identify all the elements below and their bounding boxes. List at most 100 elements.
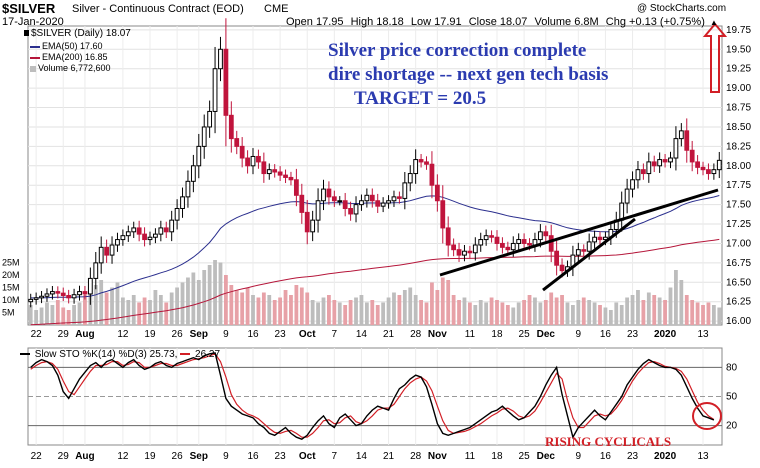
candle-body xyxy=(630,179,635,190)
candle-body xyxy=(261,161,267,175)
candle-body xyxy=(212,68,218,112)
candle-body xyxy=(293,179,299,196)
date-tick-label: 14 xyxy=(356,451,368,462)
date-tick-label: Dec xyxy=(537,329,556,340)
volume-bar xyxy=(462,297,467,325)
volume-bar xyxy=(668,287,673,325)
candle-body xyxy=(299,194,305,213)
candle-body xyxy=(87,277,93,295)
candle-body xyxy=(60,292,66,296)
volume-tick-label: 15M xyxy=(2,283,20,293)
volume-bar xyxy=(446,280,451,325)
volume-bar xyxy=(142,297,147,325)
candle-body xyxy=(472,244,478,254)
candle-body xyxy=(33,297,39,300)
volume-bar xyxy=(332,300,337,325)
volume-bar xyxy=(99,280,104,325)
date-tick-label: Nov xyxy=(428,329,447,340)
candle-body xyxy=(304,211,310,233)
date-tick-label: 13 xyxy=(697,329,709,340)
volume-bar xyxy=(603,307,608,325)
candle-body xyxy=(662,159,668,163)
volume-bar xyxy=(305,292,310,325)
candle-body xyxy=(50,291,55,295)
legend-ema200-swatch xyxy=(30,56,40,59)
indicator-label: Slow STO %K(14) %D(3) xyxy=(34,349,147,360)
candle-body xyxy=(131,227,137,233)
candle-body xyxy=(44,293,50,297)
volume-bar xyxy=(321,297,326,325)
volume-bar xyxy=(533,297,537,325)
candle-body xyxy=(180,196,185,210)
volume-bar xyxy=(180,282,185,325)
date-tick-label: 25 xyxy=(519,329,531,340)
volume-bar xyxy=(191,272,196,325)
candle-body xyxy=(315,200,321,221)
volume-bar xyxy=(72,305,76,325)
date-tick-label: 26 xyxy=(172,451,184,462)
date-tick-label: 18 xyxy=(491,451,503,462)
volume-bar xyxy=(576,300,581,325)
date-tick-label: 9 xyxy=(576,329,582,340)
volume-bar xyxy=(110,287,114,325)
close-value: 18.07 xyxy=(499,16,528,28)
candle-body xyxy=(321,188,326,202)
candle-body xyxy=(445,227,451,246)
candle-body xyxy=(310,219,316,233)
sto-tick-label: 20 xyxy=(726,421,738,432)
candle-body xyxy=(678,130,684,140)
date-tick-label: 2020 xyxy=(654,329,677,340)
date-tick-label: 19 xyxy=(144,329,156,340)
volume-bar xyxy=(505,305,510,325)
price-tick-label: 16.00 xyxy=(726,316,751,327)
volume-tick-label: 20M xyxy=(2,270,20,280)
candle-body xyxy=(543,231,549,237)
volume-bar xyxy=(224,275,228,325)
date-tick-label: 29 xyxy=(58,451,70,462)
candle-body xyxy=(77,291,82,296)
volume-bar xyxy=(527,295,532,325)
date-tick-label: Nov xyxy=(428,451,447,462)
date-tick-label: 11 xyxy=(465,329,476,340)
candle-body xyxy=(169,219,175,233)
date-tick-label: 18 xyxy=(491,329,503,340)
volume-bar xyxy=(299,287,304,325)
volume-bar xyxy=(543,300,548,325)
price-tick-label: 18.00 xyxy=(726,161,751,172)
candle-body xyxy=(668,157,673,163)
candle-body xyxy=(218,48,223,70)
volume-bar xyxy=(435,290,440,325)
high-value: 18.18 xyxy=(376,16,404,28)
volume-bar xyxy=(419,300,423,325)
date-tick-label: Dec xyxy=(537,451,556,462)
date-tick-label: 13 xyxy=(697,451,709,462)
candle-body xyxy=(700,166,706,171)
volume-bar xyxy=(652,295,657,325)
date-tick-label: 21 xyxy=(383,329,395,340)
candle-body xyxy=(418,159,424,163)
candle-body xyxy=(434,184,440,202)
candle-body xyxy=(28,298,34,303)
candle-body xyxy=(651,161,657,167)
volume-bar xyxy=(451,295,456,325)
candle-body xyxy=(575,249,581,256)
candle-body xyxy=(207,110,213,128)
price-tick-label: 18.25 xyxy=(726,141,751,152)
volume-bar xyxy=(549,292,554,325)
volume-bar xyxy=(538,302,543,325)
candle-body xyxy=(646,161,652,175)
trendline-rising xyxy=(542,217,636,292)
price-tick-label: 17.50 xyxy=(726,200,751,211)
candle-body xyxy=(364,194,370,202)
candle-body xyxy=(407,173,413,184)
candle-body xyxy=(413,159,419,175)
legend-ema200-label: EMA(200) 16.85 xyxy=(42,52,108,62)
volume-bar xyxy=(364,302,369,325)
indicator-k-swatch xyxy=(20,353,30,356)
candle-body xyxy=(55,291,61,294)
high-label: High xyxy=(350,16,374,28)
candle-body xyxy=(153,233,158,238)
volume-tick-label: 25M xyxy=(2,258,20,268)
volume-bar xyxy=(581,297,586,325)
annotation-rising-cyclicals: RISING CYCLICALS xyxy=(545,434,672,449)
